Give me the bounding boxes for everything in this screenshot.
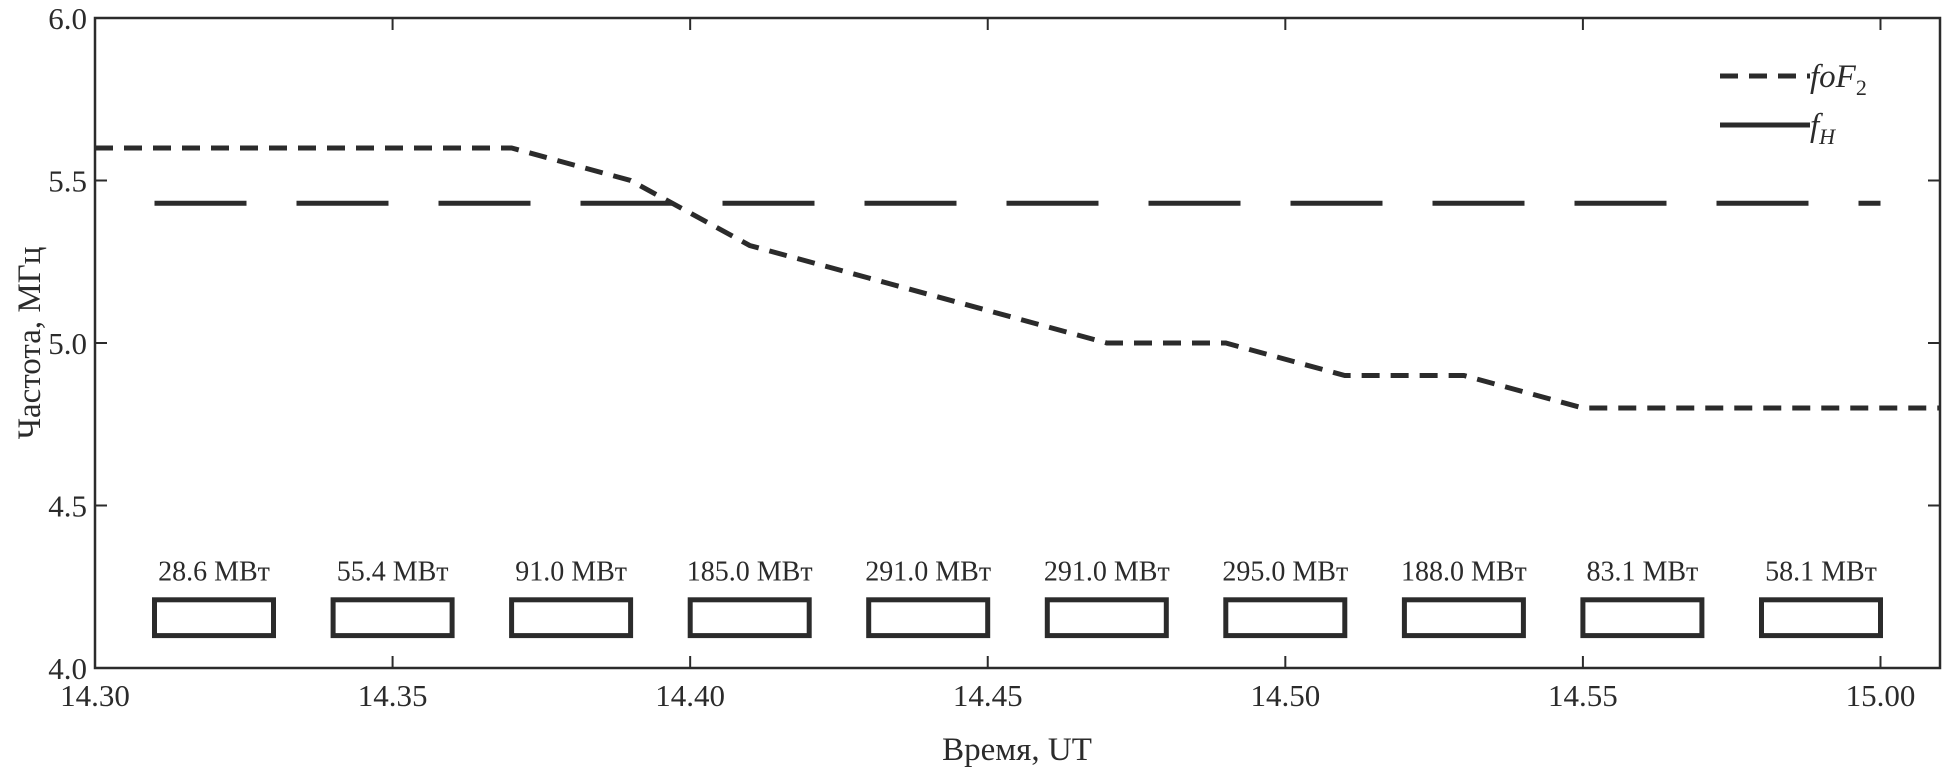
legend-label-fH: fH <box>1810 108 1836 149</box>
heating-power-label: 83.1 МВт <box>1586 556 1698 587</box>
y-axis-label: Частота, МГц <box>12 247 48 440</box>
x-tick-label: 14.50 <box>1250 678 1320 713</box>
heating-session-box <box>1401 597 1526 639</box>
heating-power-label: 185.0 МВт <box>687 556 813 587</box>
legend-label-foF2: foF2 <box>1810 59 1867 100</box>
series-layer <box>95 145 1940 411</box>
heating-power-label: 291.0 МВт <box>1044 556 1170 587</box>
heating-session-box <box>1759 597 1883 639</box>
heating-session-box <box>866 597 991 639</box>
axis-tick-labels: 4.0 4.5 5.0 5.5 6.0 14.30 14.35 14.40 14.45 14.50… <box>48 1 1915 713</box>
x-tick-label: 14.45 <box>953 678 1023 713</box>
heating-session-box <box>152 597 276 639</box>
heating-power-label: 295.0 МВт <box>1222 556 1348 587</box>
heating-sessions: 28.6 МВт 55.4 МВт 91.0 МВт 185.0 МВт 291.0 М… <box>152 556 1883 639</box>
heating-power-label: 291.0 МВт <box>865 556 991 587</box>
x-axis-label: Время, UT <box>942 732 1092 768</box>
x-tick-label: 14.35 <box>358 678 428 713</box>
heating-power-label: 55.4 МВт <box>337 556 449 587</box>
heating-session-box <box>330 597 455 639</box>
x-tick-label: 14.40 <box>655 678 725 713</box>
y-tick-label: 5.5 <box>48 164 87 199</box>
y-tick-label: 6.0 <box>48 1 87 36</box>
heating-power-label: 91.0 МВт <box>515 556 627 587</box>
legend: foF2 fH <box>1720 59 1867 149</box>
y-tick-label: 4.5 <box>48 489 87 524</box>
y-tick-label: 5.0 <box>48 326 87 361</box>
y-tick-label: 4.0 <box>48 651 87 686</box>
heating-session-box <box>687 597 812 639</box>
heating-session-box <box>509 597 634 639</box>
heating-power-label: 58.1 МВт <box>1765 556 1877 587</box>
x-tick-label: 14.55 <box>1548 678 1618 713</box>
heating-session-box <box>1044 597 1169 639</box>
series-line-foF2 <box>95 145 1940 411</box>
x-tick-label: 14.30 <box>60 678 130 713</box>
heating-session-box <box>1223 597 1348 639</box>
heating-session-box <box>1580 597 1705 639</box>
axis-ticks <box>94 17 1940 669</box>
heating-power-label: 188.0 МВт <box>1401 556 1527 587</box>
x-tick-label: 15.00 <box>1846 678 1916 713</box>
heating-power-label: 28.6 МВт <box>158 556 270 587</box>
